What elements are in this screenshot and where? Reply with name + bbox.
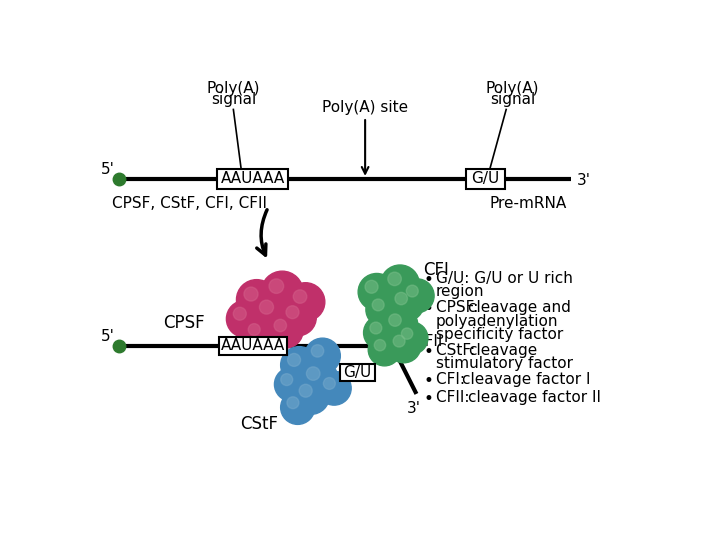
Text: •: •: [423, 300, 433, 319]
Circle shape: [267, 313, 303, 348]
Circle shape: [281, 374, 293, 386]
Text: region: region: [436, 284, 484, 299]
Circle shape: [381, 265, 419, 303]
FancyBboxPatch shape: [217, 168, 289, 189]
Circle shape: [236, 280, 276, 320]
Circle shape: [281, 390, 315, 424]
Text: AAUAAA: AAUAAA: [220, 171, 285, 186]
Circle shape: [300, 360, 338, 398]
FancyBboxPatch shape: [340, 364, 375, 381]
Text: AAUAAA: AAUAAA: [220, 339, 285, 353]
Text: polyadenylation: polyadenylation: [436, 314, 558, 328]
Text: CStF: CStF: [240, 415, 278, 433]
Text: 3': 3': [577, 173, 590, 188]
Circle shape: [226, 300, 264, 338]
Circle shape: [395, 322, 428, 354]
Circle shape: [372, 299, 384, 311]
Circle shape: [400, 279, 434, 313]
Circle shape: [393, 335, 405, 347]
Text: CFI: CFI: [423, 261, 449, 279]
Text: Poly(A) site: Poly(A) site: [322, 100, 408, 115]
Text: cleavage and: cleavage and: [468, 300, 571, 315]
Circle shape: [311, 345, 324, 357]
Circle shape: [305, 338, 341, 374]
Text: Poly(A): Poly(A): [485, 80, 539, 96]
Circle shape: [323, 377, 336, 389]
Circle shape: [287, 354, 300, 367]
Text: cleavage factor I: cleavage factor I: [462, 372, 590, 387]
Circle shape: [299, 384, 312, 397]
Circle shape: [252, 293, 292, 333]
Text: G/U: G/U: [343, 365, 372, 380]
FancyBboxPatch shape: [466, 168, 505, 189]
Circle shape: [279, 299, 316, 336]
Text: specificity factor: specificity factor: [436, 327, 563, 342]
Text: 3': 3': [407, 401, 421, 416]
Circle shape: [368, 334, 401, 366]
Text: signal: signal: [490, 92, 535, 107]
Circle shape: [287, 397, 299, 409]
Circle shape: [401, 328, 413, 339]
Text: stimulatory factor: stimulatory factor: [436, 356, 572, 371]
Circle shape: [269, 279, 284, 293]
Circle shape: [358, 273, 395, 310]
Text: G/U: G/U or U rich: G/U: G/U or U rich: [436, 271, 572, 286]
Circle shape: [261, 271, 303, 313]
Text: cleavage: cleavage: [468, 343, 537, 358]
Circle shape: [293, 290, 307, 303]
Text: CPSF, CStF, CFI, CFII: CPSF, CStF, CFI, CFII: [112, 195, 266, 211]
Text: •: •: [423, 343, 433, 361]
Text: CFII: CFII: [414, 334, 442, 349]
Circle shape: [366, 293, 400, 327]
Text: CFI:: CFI:: [436, 372, 469, 387]
Circle shape: [370, 322, 382, 334]
Circle shape: [388, 286, 424, 321]
Circle shape: [364, 316, 397, 350]
Text: •: •: [423, 271, 433, 289]
Circle shape: [286, 306, 299, 319]
Text: cleavage factor II: cleavage factor II: [468, 390, 601, 405]
Text: CPSF:: CPSF:: [436, 300, 483, 315]
Text: •: •: [423, 390, 433, 408]
Text: •: •: [423, 372, 433, 390]
Text: 5': 5': [101, 329, 114, 345]
Circle shape: [274, 319, 287, 332]
Circle shape: [248, 323, 260, 335]
Circle shape: [292, 377, 330, 414]
Text: Pre-mRNA: Pre-mRNA: [489, 195, 567, 211]
Text: Poly(A): Poly(A): [207, 80, 260, 96]
Circle shape: [259, 300, 274, 314]
Circle shape: [244, 287, 258, 301]
Circle shape: [317, 372, 351, 405]
Circle shape: [307, 367, 320, 380]
Circle shape: [389, 314, 401, 326]
Circle shape: [387, 329, 421, 363]
Circle shape: [281, 347, 318, 383]
Circle shape: [406, 285, 418, 297]
Text: signal: signal: [211, 92, 256, 107]
Text: CFII:: CFII:: [436, 390, 474, 405]
Circle shape: [233, 307, 246, 320]
Text: 5': 5': [101, 162, 114, 177]
Text: CStF:: CStF:: [436, 343, 480, 358]
Circle shape: [382, 307, 418, 343]
Circle shape: [395, 292, 408, 305]
Circle shape: [274, 367, 309, 401]
Circle shape: [242, 318, 276, 351]
Circle shape: [286, 283, 325, 321]
FancyBboxPatch shape: [219, 336, 287, 355]
Circle shape: [388, 272, 401, 286]
Circle shape: [374, 340, 386, 351]
Text: G/U: G/U: [471, 171, 500, 186]
Text: CPSF: CPSF: [163, 314, 205, 332]
Circle shape: [365, 280, 378, 293]
